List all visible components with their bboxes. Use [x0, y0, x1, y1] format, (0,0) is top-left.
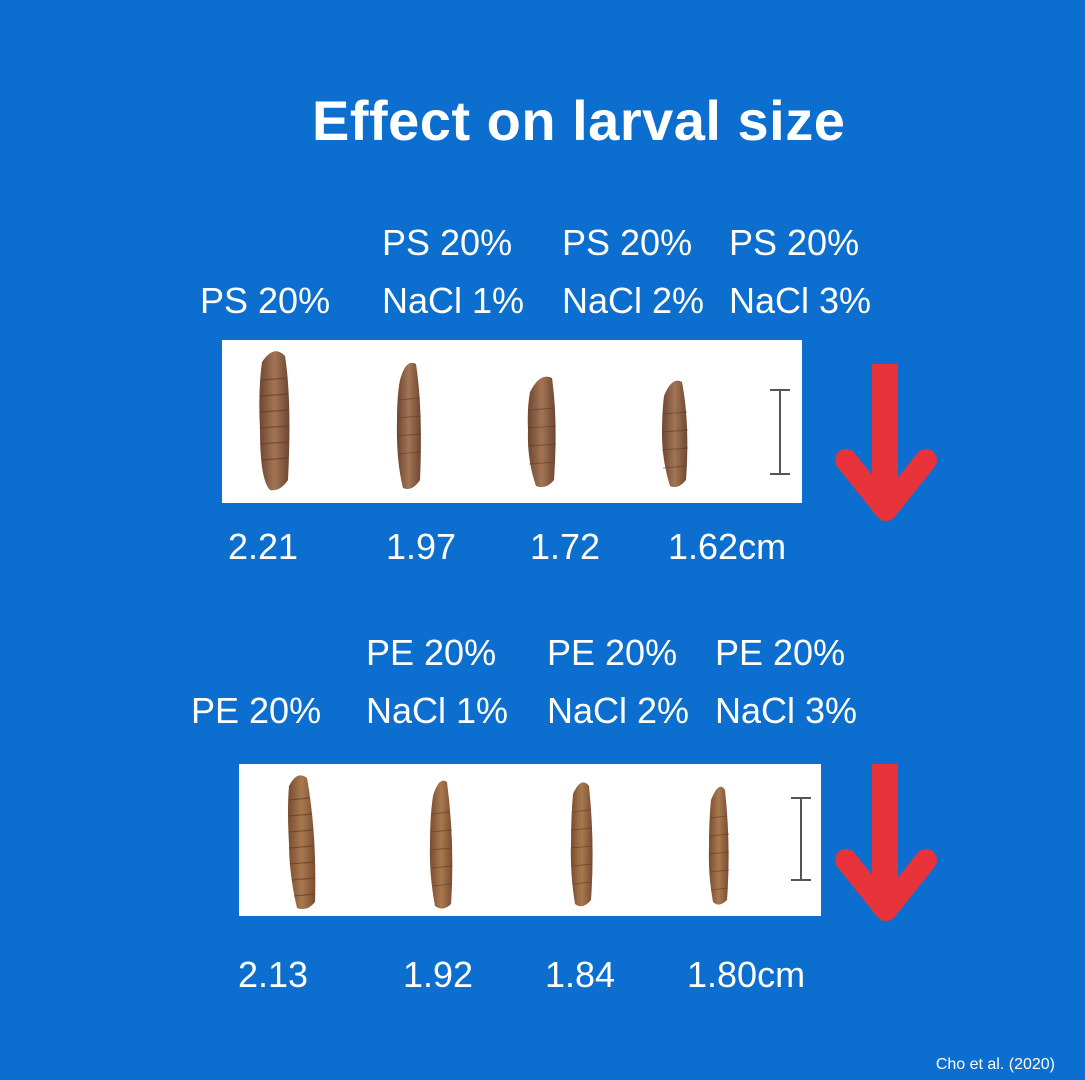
pe-value-1: 2.13 [238, 954, 309, 995]
pe-larvae-figure [288, 775, 811, 910]
ps-label-4-line2: NaCl 3% [729, 280, 872, 321]
ps-label-2-line2: NaCl 1% [382, 280, 525, 321]
pe-label-4: PE 20% NaCl 3% [715, 624, 857, 740]
larva-pe-nacl-2 [570, 782, 593, 907]
pe-value-4: 1.80cm [687, 954, 806, 995]
ps-label-4: PS 20% NaCl 3% [729, 214, 871, 330]
pe-label-4-line2: NaCl 3% [715, 690, 858, 731]
pe-label-1: PE 20% [191, 624, 321, 740]
larva-pe-20 [288, 775, 316, 910]
ps-label-3-line1: PS 20% [562, 222, 693, 263]
pe-label-4-line1: PE 20% [715, 632, 846, 673]
pe-label-3-line1: PE 20% [547, 632, 678, 673]
ps-label-1-line2: PS 20% [200, 280, 331, 321]
ps-label-4-line1: PS 20% [729, 222, 860, 263]
larva-ps-nacl-3 [661, 380, 689, 488]
page-title: Effect on larval size [312, 89, 846, 152]
red-down-arrow-icon [835, 364, 937, 521]
larva-ps-nacl-2 [527, 376, 557, 488]
pe-label-3: PE 20% NaCl 2% [547, 624, 689, 740]
pe-label-2-line1: PE 20% [366, 632, 497, 673]
ps-larvae-photo [222, 340, 802, 503]
pe-label-1-line1 [191, 624, 321, 682]
ps-value-4: 1.62cm [668, 526, 787, 567]
larva-pe-nacl-3 [708, 786, 730, 905]
ps-label-2-line1: PS 20% [382, 222, 513, 263]
ps-label-1: PS 20% [200, 214, 330, 330]
pe-label-3-line2: NaCl 2% [547, 690, 690, 731]
pe-value-3: 1.84 [545, 954, 616, 995]
ps-label-1-line1 [200, 214, 330, 272]
pe-value-2: 1.92 [403, 954, 474, 995]
pe-label-2-line2: NaCl 1% [366, 690, 509, 731]
larva-ps-20 [259, 351, 290, 491]
pe-larvae-photo [239, 764, 821, 916]
ps-value-3: 1.72 [530, 526, 601, 567]
scale-bar [770, 389, 790, 475]
pe-label-1-line2: PE 20% [191, 690, 322, 731]
source-credit: Cho et al. (2020) [935, 1056, 1055, 1073]
ps-value-1: 2.21 [228, 526, 299, 567]
ps-label-3: PS 20% NaCl 2% [562, 214, 704, 330]
ps-label-2: PS 20% NaCl 1% [382, 214, 524, 330]
scale-bar [791, 797, 811, 881]
ps-larvae-figure [259, 351, 790, 491]
larva-pe-nacl-1 [429, 780, 453, 909]
ps-label-3-line2: NaCl 2% [562, 280, 705, 321]
ps-value-2: 1.97 [386, 526, 457, 567]
pe-label-2: PE 20% NaCl 1% [366, 624, 508, 740]
red-down-arrow-icon [835, 764, 937, 921]
larva-ps-nacl-1 [396, 362, 422, 489]
